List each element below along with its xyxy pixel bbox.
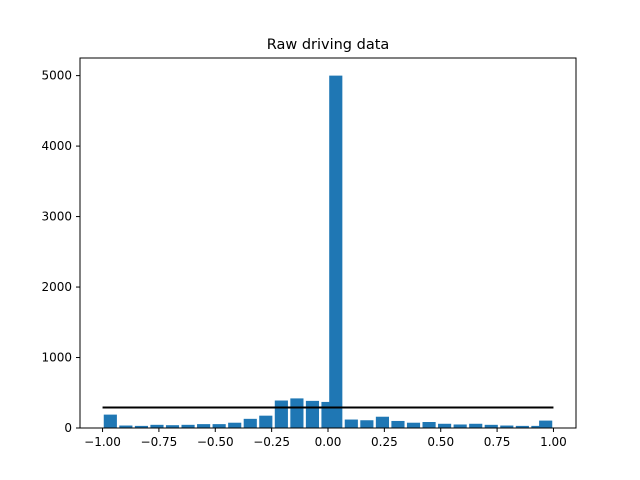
x-tick-label: −0.75	[141, 435, 178, 449]
histogram-bar-23	[453, 424, 467, 428]
histogram-bar-22	[438, 423, 452, 428]
x-tick-label: 0.00	[315, 435, 342, 449]
histogram-bar-1	[119, 425, 133, 428]
y-tick-label: 3000	[41, 210, 72, 224]
y-axis: 0 1000 2000 3000 4000 5000	[41, 69, 80, 435]
histogram-bar-7	[212, 424, 226, 428]
histogram-bar-18	[375, 416, 389, 428]
y-tick-label: 1000	[41, 351, 72, 365]
histogram-bar-13	[305, 400, 320, 428]
x-axis: −1.00 −0.75 −0.50 −0.25 0.00 0.25 0.50 0.75 1.00	[84, 428, 567, 449]
histogram-bar-8	[228, 422, 242, 428]
histogram-bar-21	[422, 422, 436, 428]
histogram-bar-20	[406, 422, 421, 428]
histogram-bar-12	[290, 398, 304, 428]
histogram-bar-28	[531, 425, 545, 428]
x-tick-label: 0.50	[427, 435, 454, 449]
histogram-bar-0	[103, 414, 117, 428]
histogram-bar-15	[329, 75, 343, 428]
y-tick-label: 4000	[41, 139, 72, 153]
x-tick-label: −0.50	[197, 435, 234, 449]
histogram-bar-5	[181, 424, 195, 428]
x-tick-label: 0.25	[371, 435, 398, 449]
histogram-bar-26	[500, 425, 514, 428]
x-tick-label: 1.00	[540, 435, 567, 449]
histogram-bar-29	[539, 420, 553, 428]
histogram-bar-6	[197, 424, 211, 428]
histogram-bar-9	[243, 418, 257, 428]
histogram-bar-19	[391, 420, 405, 428]
y-tick-label: 2000	[41, 280, 72, 294]
y-tick-label: 0	[64, 421, 72, 435]
histogram-bar-25	[484, 424, 498, 428]
x-tick-label: 0.75	[484, 435, 511, 449]
histogram-bar-16	[344, 419, 358, 428]
bars-layer	[103, 75, 553, 428]
histogram-bar-27	[515, 425, 529, 428]
plot-frame	[79, 57, 577, 429]
histogram-bar-17	[360, 420, 374, 428]
histogram-bar-4	[165, 425, 180, 428]
y-tick-label: 5000	[41, 69, 72, 83]
histogram-bar-3	[150, 424, 164, 428]
x-tick-label: −1.00	[84, 435, 121, 449]
histogram-bar-24	[469, 423, 483, 428]
x-tick-label: −0.25	[253, 435, 290, 449]
histogram-bar-10	[259, 415, 273, 428]
histogram-bar-11	[274, 400, 288, 428]
chart-title: Raw driving data	[267, 37, 390, 53]
histogram-bar-2	[134, 425, 148, 428]
